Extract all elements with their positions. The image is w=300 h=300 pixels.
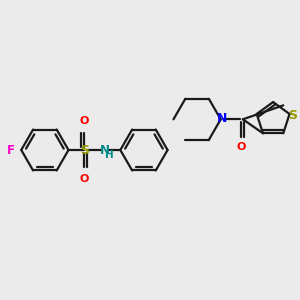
- Text: O: O: [80, 174, 89, 184]
- Text: N: N: [100, 143, 110, 157]
- Text: S: S: [288, 109, 297, 122]
- Text: O: O: [80, 116, 89, 126]
- Text: S: S: [80, 143, 89, 157]
- Text: N: N: [216, 112, 227, 125]
- Text: F: F: [7, 143, 15, 157]
- Text: H: H: [105, 150, 114, 160]
- Text: O: O: [237, 142, 246, 152]
